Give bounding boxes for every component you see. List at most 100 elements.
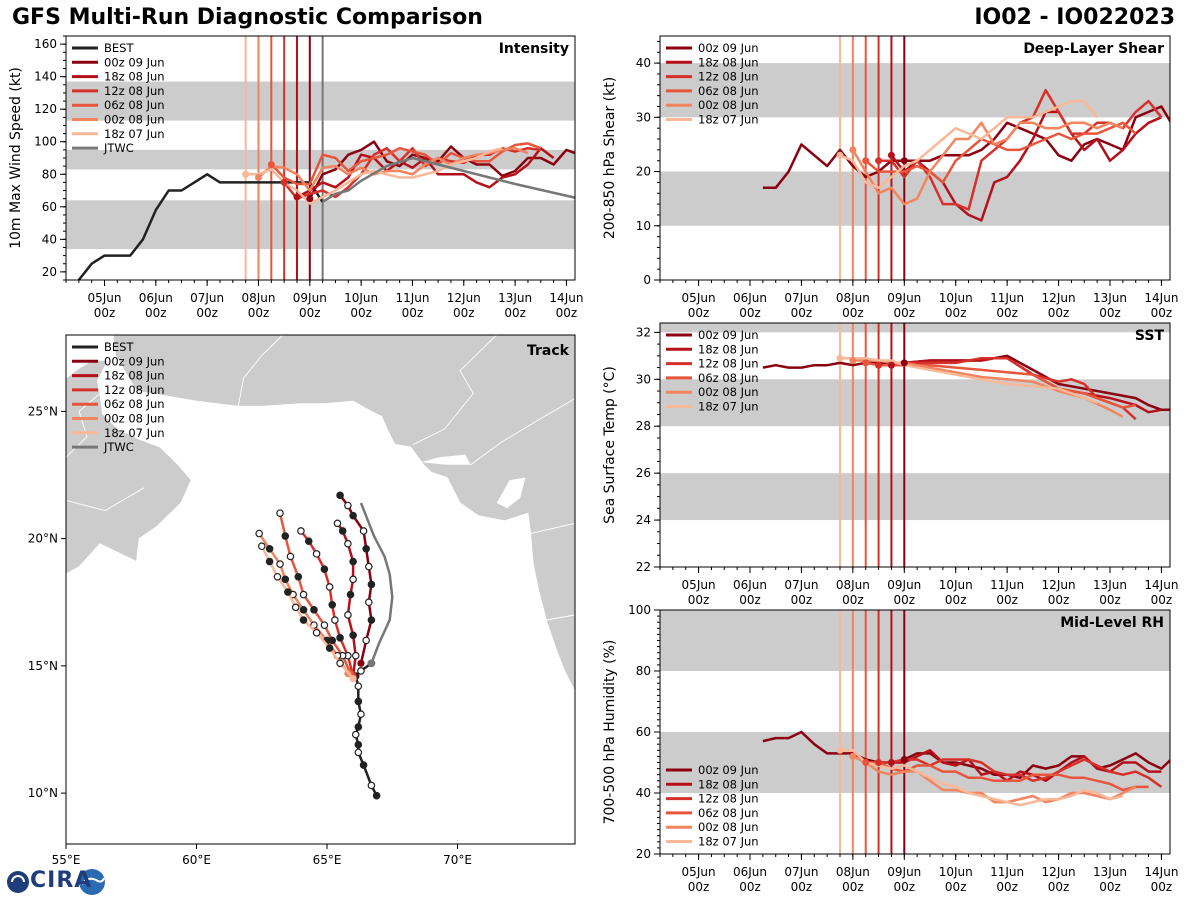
- rh-y-tick-label: 20: [636, 847, 651, 861]
- track-best-point: [354, 697, 363, 706]
- sst-series-18z-07-jun: [840, 356, 1098, 404]
- sst-y-tick-label: 26: [636, 466, 651, 480]
- sst-x-tick-hour: 00z: [739, 593, 761, 607]
- track-18z-07-jun: [260, 545, 355, 680]
- track-12z-08-jun-point: [331, 616, 339, 624]
- border-line-4: [530, 522, 575, 534]
- intensity-x-tick-hour: 00z: [196, 306, 218, 320]
- cira-logo-graphic: [7, 869, 105, 895]
- intensity-x-tick-hour: 00z: [94, 306, 116, 320]
- sst-y-axis-label: Sea Surface Temp (°C): [602, 366, 618, 524]
- track-00z-09-jun-point: [367, 580, 376, 589]
- rh-legend-label-00z-09-jun: 00z 09 Jun: [698, 763, 759, 777]
- rh-y-tick-label: 80: [636, 664, 651, 678]
- intensity-y-tick-label: 120: [34, 102, 57, 116]
- shear-y-tick-label: 10: [636, 219, 651, 233]
- sst-frame: [659, 322, 1171, 568]
- track-18z-07-jun-init-marker: [349, 674, 357, 683]
- track-00z-09-jun-point: [364, 562, 373, 571]
- track-18z-07-jun-point: [299, 616, 308, 624]
- shear-x-tick-day: 11Jun: [990, 291, 1024, 305]
- track-jtwc-start-marker: [367, 659, 376, 668]
- sst-x-tick-hour: 00z: [842, 593, 864, 607]
- track-18z-07-jun-point: [336, 659, 344, 668]
- track-legend-label-18z-08-jun: 18z 08 Jun: [104, 369, 165, 383]
- sst-init-marker-18z-07-jun: [836, 354, 844, 362]
- track-06z-08-jun-point: [320, 621, 329, 629]
- intensity-init-marker-00z-08-jun: [254, 174, 262, 182]
- track-legend-label-06z-08-jun: 06z 08 Jun: [104, 397, 165, 411]
- storm-id-label: IO02 - IO022023: [974, 5, 1175, 30]
- track-06z-08-jun: [278, 512, 352, 675]
- rh-x-tick-day: 12Jun: [1042, 865, 1076, 879]
- sst-legend-label-00z-08-jun: 00z 08 Jun: [698, 385, 759, 399]
- sst-x-tick-day: 05Jun: [682, 578, 716, 592]
- track-x-tick-label: 60°E: [182, 853, 211, 867]
- shear-y-axis-label: 200-850 hPa Shear (kt): [602, 77, 618, 239]
- sst-y-tick-label: 32: [636, 325, 651, 339]
- intensity-x-tick-day: 11Jun: [395, 291, 429, 305]
- shear-y-tick-label: 30: [636, 110, 651, 124]
- shear-y-tick-label: 0: [643, 273, 651, 287]
- rh-series-06z-08-jun: [865, 761, 1149, 792]
- rh-series-18z-08-jun: [891, 749, 1162, 783]
- sst-band-1: [660, 379, 1170, 427]
- shear-frame: [659, 35, 1171, 281]
- sst-legend-label-06z-08-jun: 06z 08 Jun: [698, 371, 759, 385]
- track-00z-08-jun-point: [265, 544, 274, 553]
- shear-band-1: [660, 63, 1170, 118]
- intensity-x-tick-hour: 00z: [402, 306, 424, 320]
- intensity-series-18z-08-jun: [296, 146, 555, 199]
- track-12z-08-jun-point: [304, 537, 313, 545]
- sst-legend-label-00z-09-jun: 00z 09 Jun: [698, 328, 759, 342]
- rh-init-marker-06z-08-jun: [862, 759, 870, 766]
- shear-init-marker-18z-08-jun: [887, 151, 895, 159]
- shear-x-tick-hour: 00z: [996, 306, 1018, 320]
- track-x-tick-label: 70°E: [443, 853, 472, 867]
- rh-band-1: [660, 610, 1170, 671]
- track-00z-09-jun-point: [364, 598, 373, 607]
- intensity-y-axis-label: 10m Max Wind Speed (kt): [8, 67, 24, 249]
- intensity-x-tick-day: 08Jun: [241, 291, 275, 305]
- rh-y-tick-label: 60: [636, 725, 651, 739]
- shear-x-tick-hour: 00z: [1099, 306, 1121, 320]
- intensity-legend-label-18z-07-jun: 18z 07 Jun: [104, 127, 165, 141]
- track-00z-09-jun-point: [359, 527, 368, 535]
- cira-logo-text: CIRA: [30, 868, 93, 893]
- shear-x-tick-day: 10Jun: [939, 291, 973, 305]
- track-y-tick-label: 20°N: [28, 532, 58, 546]
- sst-x-tick-day: 11Jun: [990, 578, 1024, 592]
- shear-legend-label-12z-08-jun: 12z 08 Jun: [698, 70, 759, 84]
- track-title: Track: [527, 343, 570, 359]
- track-18z-07-jun-point: [312, 628, 321, 637]
- shear-x-tick-day: 06Jun: [733, 291, 767, 305]
- intensity-x-tick-hour: 00z: [248, 306, 270, 320]
- intensity-panel: 2040608010012014016005Jun00z06Jun00z07Ju…: [8, 35, 583, 320]
- track-18z-08-jun-point: [351, 651, 360, 660]
- shear-x-tick-hour: 00z: [842, 306, 864, 320]
- rh-x-tick-hour: 00z: [688, 880, 710, 894]
- track-18z-07-jun-point: [291, 603, 300, 612]
- intensity-init-marker-06z-08-jun: [267, 161, 275, 169]
- sst-band-0: [660, 473, 1170, 521]
- sst-plot-area: [660, 323, 1170, 567]
- sst-init-marker-06z-08-jun: [862, 359, 870, 367]
- intensity-legend-label-18z-08-jun: 18z 08 Jun: [104, 70, 165, 84]
- track-00z-08-jun-point: [281, 575, 290, 584]
- rh-x-tick-hour: 00z: [1151, 880, 1173, 894]
- rh-x-tick-day: 07Jun: [784, 865, 818, 879]
- sst-band-2: [660, 323, 1170, 333]
- track-x-tick-label: 65°E: [313, 853, 342, 867]
- track-legend-label-00z-09-jun: 00z 09 Jun: [104, 354, 165, 368]
- track-18z-08-jun: [336, 522, 357, 677]
- intensity-x-tick-day: 05Jun: [87, 291, 121, 305]
- intensity-band-2: [66, 81, 575, 121]
- rh-init-marker-00z-08-jun: [849, 752, 857, 760]
- track-map-area: [66, 335, 575, 800]
- track-18z-07-jun-point: [284, 588, 292, 596]
- intensity-legend-label-06z-08-jun: 06z 08 Jun: [104, 98, 165, 112]
- intensity-x-tick-day: 14Jun: [549, 291, 583, 305]
- sst-y-tick-label: 22: [636, 560, 651, 574]
- intensity-x-tick-hour: 00z: [556, 306, 578, 320]
- rh-y-axis-label: 700-500 hPa Humidity (%): [602, 640, 618, 825]
